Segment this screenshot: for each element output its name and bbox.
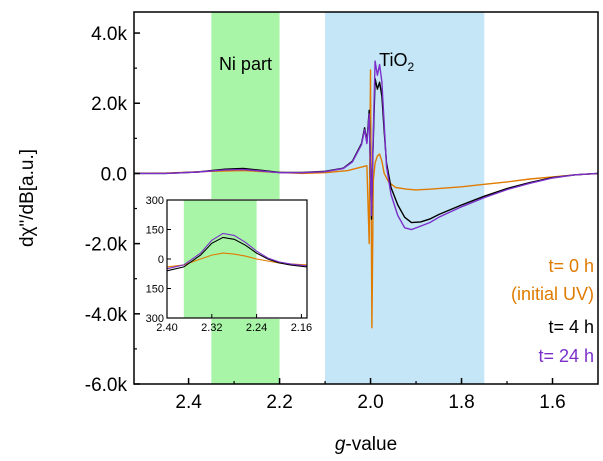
y-tick-label: 0.0 bbox=[101, 164, 127, 185]
inset-y-tick-label: 150 bbox=[146, 284, 164, 296]
region-label-tio2-subscript: 2 bbox=[407, 60, 414, 74]
region-label-tio2-main: TiO bbox=[379, 50, 407, 70]
legend: t= 0 h (initial UV) t= 4 h t= 24 h bbox=[511, 256, 594, 366]
inset-y-tick-label: 150 bbox=[146, 225, 164, 237]
x-tick-label: 1.8 bbox=[448, 392, 474, 413]
inset-x-tick-label: 2.16 bbox=[291, 322, 312, 334]
x-axis-title-italic: g bbox=[335, 434, 346, 455]
inset-x-tick-label: 2.32 bbox=[201, 322, 222, 334]
x-tick-label: 2.0 bbox=[357, 392, 383, 413]
legend-entry-t24: t= 24 h bbox=[538, 346, 594, 366]
x-tick-label: 1.6 bbox=[539, 392, 565, 413]
y-tick-label: 2.0k bbox=[91, 94, 127, 115]
inset-y-tick-label: 300 bbox=[146, 195, 164, 207]
x-tick-label: 2.2 bbox=[266, 392, 292, 413]
inset-x-tick-label: 2.24 bbox=[246, 322, 267, 334]
inset-series-line-1 bbox=[166, 236, 308, 272]
plot-frame bbox=[133, 11, 599, 385]
legend-entry-t4: t= 4 h bbox=[548, 317, 594, 337]
inset-y-tick-label: 0 bbox=[158, 254, 164, 266]
y-axis-ticks: 4.0k 2.0k 0.0 -2.0k -4.0k -6.0k bbox=[85, 24, 140, 396]
region-ni-part bbox=[211, 12, 280, 384]
y-tick-label: -6.0k bbox=[85, 375, 128, 396]
region-label-tio2: TiO2 bbox=[379, 50, 414, 74]
y-tick-label: -2.0k bbox=[85, 235, 128, 256]
inset-x-tick-label: 2.40 bbox=[156, 322, 177, 334]
region-tio2 bbox=[325, 12, 485, 384]
series-line-2 bbox=[134, 60, 599, 231]
region-label-ni-part: Ni part bbox=[219, 54, 272, 74]
inset-series-line-2 bbox=[166, 232, 308, 270]
inset-plot: 2.40 2.32 2.24 2.16 300 150 0 150 300 bbox=[146, 195, 312, 334]
x-axis-title: g-value bbox=[335, 434, 397, 455]
x-axis-title-rest: -value bbox=[345, 434, 397, 455]
x-tick-label: 2.4 bbox=[175, 392, 202, 413]
y-tick-label: -4.0k bbox=[85, 305, 128, 326]
inset-y-tick-label: 300 bbox=[146, 313, 164, 325]
x-axis-ticks: 2.4 2.2 2.0 1.8 1.6 bbox=[175, 378, 566, 413]
series-group bbox=[133, 60, 599, 329]
y-tick-label: 4.0k bbox=[91, 24, 127, 45]
y-axis-title: dχ"/dB[a.u.] bbox=[17, 149, 38, 247]
legend-entry-t0: t= 0 h bbox=[548, 256, 594, 276]
legend-entry-initial-uv: (initial UV) bbox=[511, 284, 594, 304]
